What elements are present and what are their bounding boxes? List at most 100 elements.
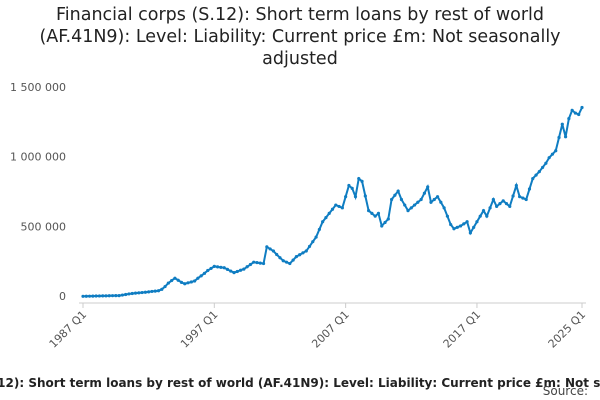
data-point [232, 271, 236, 275]
data-point [255, 260, 259, 265]
data-point [124, 292, 128, 297]
data-point [534, 173, 538, 177]
data-point [380, 224, 384, 228]
data-point [189, 280, 193, 284]
data-point [114, 294, 118, 298]
data-point [275, 252, 279, 257]
x-tick-label: 2017 Q1 [441, 308, 484, 351]
data-point [209, 266, 213, 271]
data-point [376, 211, 381, 215]
y-tick-label: 1 000 000 [10, 151, 66, 164]
data-point [248, 262, 253, 267]
data-point [580, 105, 584, 110]
data-point [531, 176, 535, 181]
data-point [350, 186, 354, 190]
data-point [107, 294, 111, 298]
data-point [298, 253, 302, 257]
data-point [399, 197, 404, 202]
y-tick-label: 0 [59, 290, 66, 303]
data-point [547, 156, 551, 160]
data-point [294, 254, 298, 259]
y-tick-label: 500 000 [21, 220, 67, 233]
data-point [258, 261, 262, 265]
data-point [252, 260, 256, 264]
data-point [422, 191, 427, 195]
data-point [330, 207, 335, 211]
data-point [472, 225, 476, 229]
data-point [81, 294, 85, 298]
data-point [153, 289, 157, 293]
data-point [242, 267, 246, 271]
data-point [406, 209, 410, 213]
data-point [101, 294, 105, 298]
data-point [468, 231, 472, 235]
data-point [265, 245, 269, 249]
x-tick-label: 1997 Q1 [178, 308, 221, 351]
data-point [567, 117, 571, 121]
data-point [206, 268, 210, 273]
chart-title: Financial corps (S.12): Short term loans… [39, 5, 561, 69]
data-point [137, 291, 141, 295]
data-point [84, 294, 88, 298]
data-point [511, 194, 515, 198]
data-point [439, 200, 443, 204]
data-point [357, 176, 361, 181]
data-point [229, 269, 233, 273]
data-point [202, 271, 207, 275]
data-point [176, 278, 180, 282]
x-tick-label: 2025 Q1 [546, 308, 589, 351]
data-point [110, 294, 115, 298]
data-point [301, 251, 305, 255]
data-point [278, 256, 282, 260]
data-point [288, 261, 292, 266]
data-point [465, 220, 469, 224]
data-point [87, 294, 92, 298]
data-point [501, 199, 505, 203]
data-point [130, 291, 134, 296]
data-point [104, 294, 108, 298]
data-point [537, 170, 541, 174]
data-point [347, 183, 351, 188]
y-tick-label: 1 500 000 [10, 81, 66, 94]
data-point [215, 265, 220, 269]
data-point [317, 227, 321, 232]
data-point [478, 214, 482, 218]
data-point [143, 290, 147, 294]
data-point [268, 247, 272, 251]
data-point [183, 282, 187, 286]
data-point [475, 220, 479, 224]
data-point [577, 112, 581, 117]
data-point [508, 204, 512, 209]
data-point [445, 214, 450, 218]
data-point [160, 287, 164, 291]
data-point [179, 280, 184, 284]
data-point [91, 294, 95, 298]
data-point [462, 222, 466, 226]
data-point [442, 206, 446, 210]
data-point [344, 195, 348, 199]
data-point [514, 183, 518, 188]
data-point [193, 279, 197, 283]
data-point [363, 194, 367, 198]
data-point [563, 135, 568, 139]
data-point [386, 217, 390, 221]
data-point [225, 267, 230, 272]
data-point [222, 266, 226, 270]
data-point [452, 227, 456, 231]
data-point [261, 261, 266, 266]
data-point [412, 203, 417, 207]
data-point [488, 206, 492, 210]
data-point [426, 185, 430, 189]
data-point [334, 203, 338, 207]
data-point [281, 259, 285, 263]
data-point [353, 195, 358, 199]
data-point [504, 202, 509, 206]
data-point [94, 294, 98, 298]
data-point [173, 276, 177, 280]
data-point [212, 264, 216, 268]
data-point [166, 281, 170, 285]
data-point [360, 179, 364, 183]
data-point [235, 269, 239, 274]
data-point [429, 200, 433, 204]
